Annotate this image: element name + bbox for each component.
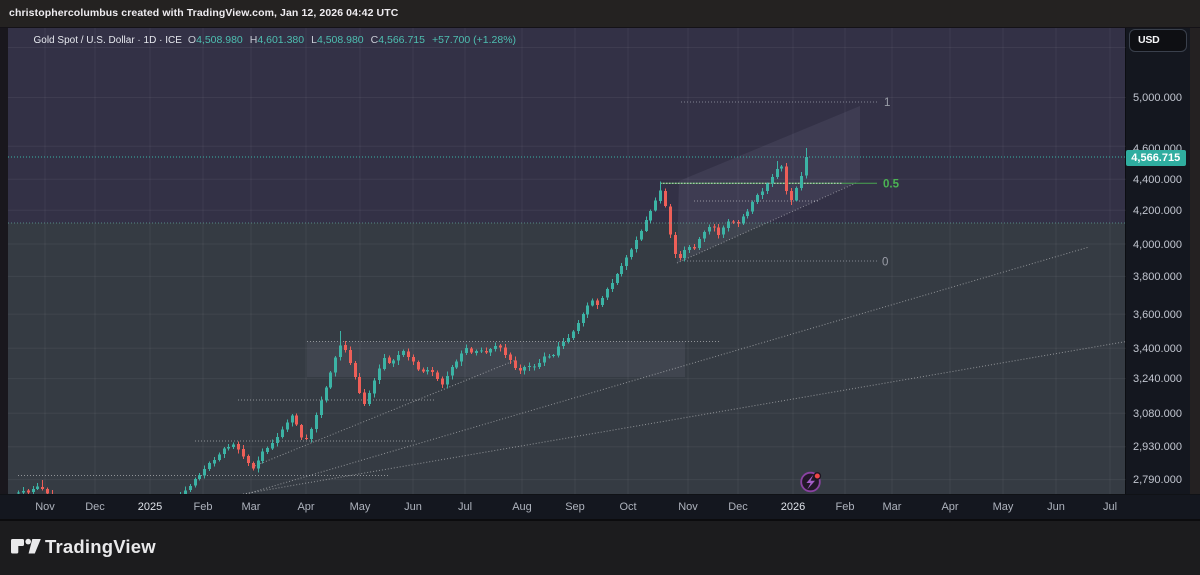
svg-text:0: 0 — [882, 257, 888, 269]
svg-text:0.5: 0.5 — [883, 179, 900, 191]
svg-text:1: 1 — [884, 97, 890, 109]
